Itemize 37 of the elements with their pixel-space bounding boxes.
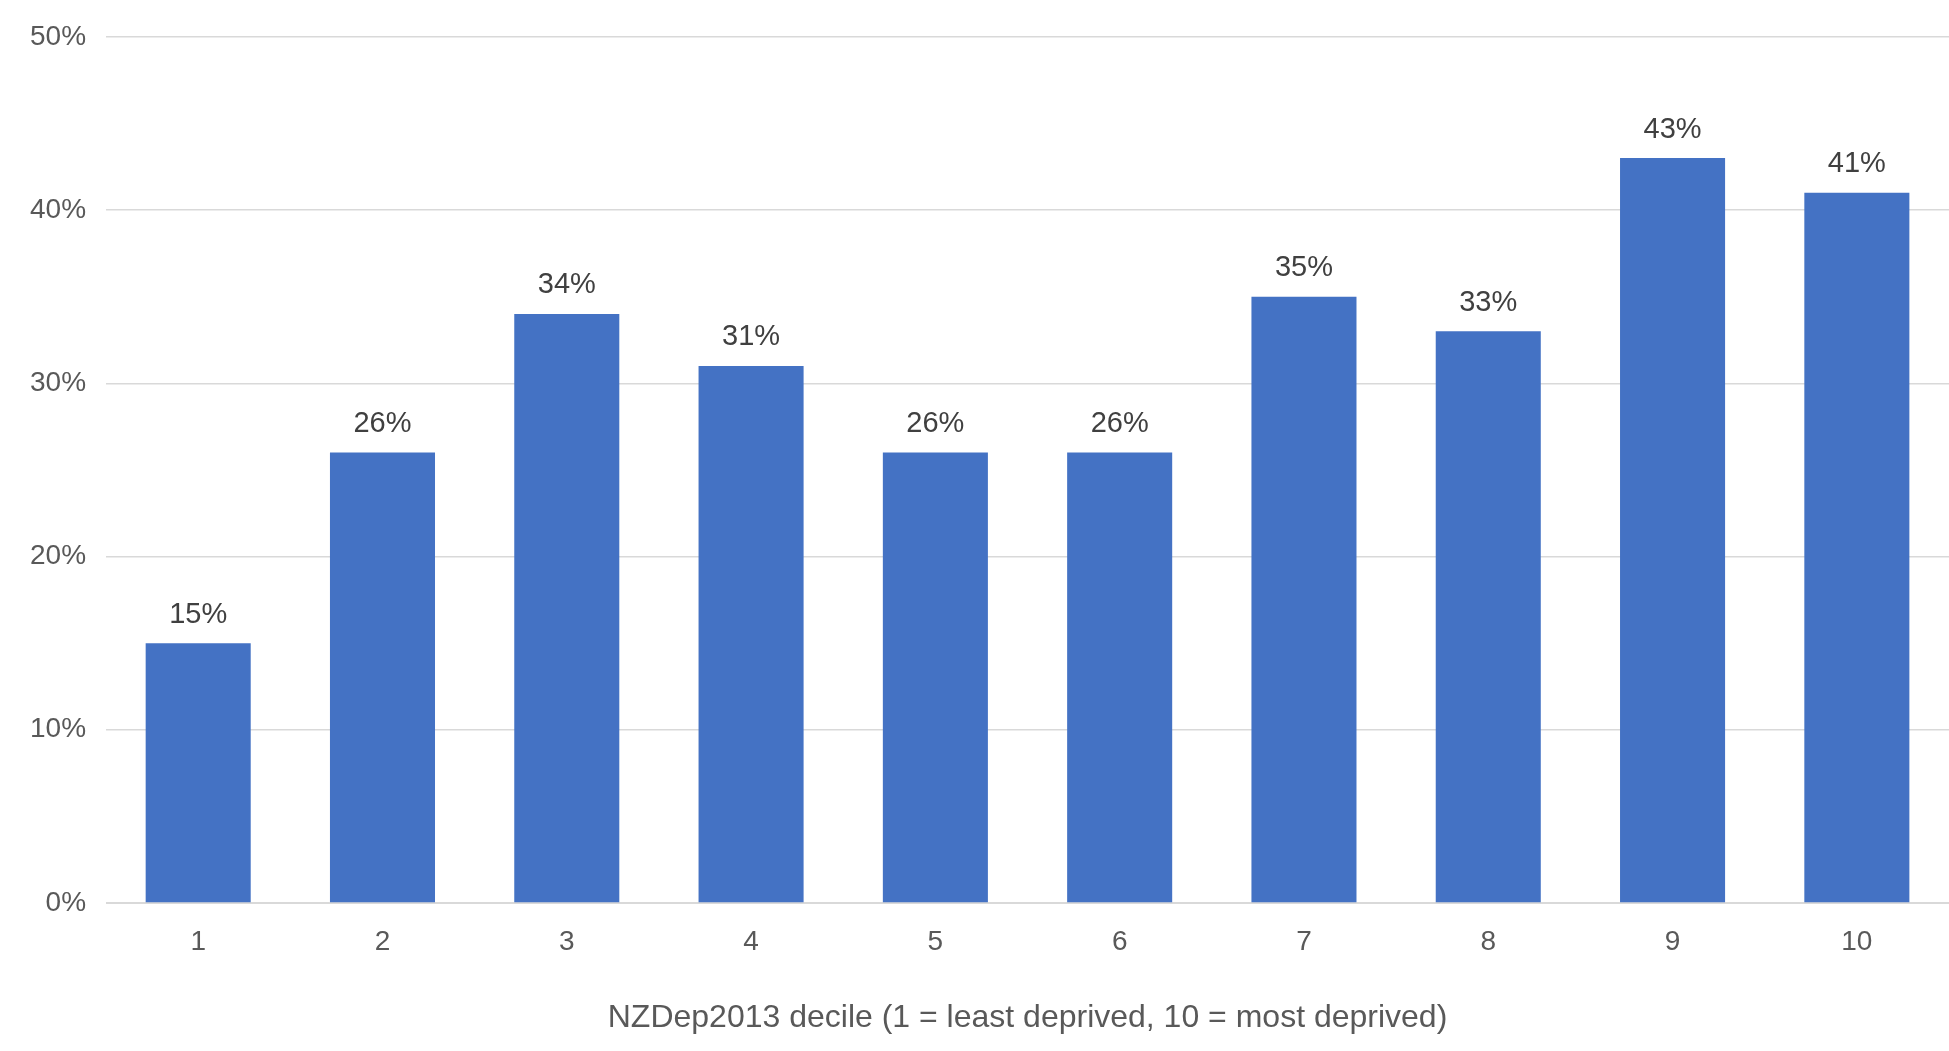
data-label: 15% [169,596,228,629]
y-tick-label: 40% [29,192,87,224]
y-tick-label: 20% [29,539,87,571]
x-tick-label: 5 [927,924,944,956]
x-tick-label: 4 [743,924,759,956]
bar [329,452,436,903]
bar [145,643,251,903]
data-label: 43% [1643,111,1702,144]
y-tick-label: 10% [29,712,87,744]
bar [882,452,988,903]
bar [1804,192,1910,903]
bar [1251,296,1357,903]
bar [1620,158,1726,903]
data-label: 26% [1090,406,1149,439]
x-tick-label: 7 [1296,924,1312,956]
data-label: 26% [906,406,965,439]
bar [698,365,804,903]
y-tick-label: 50% [29,19,87,51]
x-tick-label: 3 [558,924,575,956]
x-tick-label: 8 [1480,924,1497,956]
bar [1067,452,1173,903]
data-label: 35% [1274,250,1333,283]
x-tick-label: 10 [1841,924,1873,956]
data-label: 31% [722,319,781,352]
data-label: 26% [353,406,412,439]
x-tick-label: 6 [1111,924,1128,956]
data-label: 41% [1827,146,1886,179]
x-tick-label: 2 [374,924,391,956]
bar [1435,331,1541,903]
y-tick-label: 0% [45,885,87,917]
data-label: 33% [1459,284,1518,317]
x-axis-title: NZDep2013 decile (1 = least deprived, 10 = most deprived) [607,997,1448,1034]
data-label: 34% [537,267,596,300]
y-tick-label: 30% [29,366,87,397]
x-tick-label: 9 [1664,924,1681,956]
bar [514,313,620,903]
x-tick-label: 1 [190,924,206,956]
